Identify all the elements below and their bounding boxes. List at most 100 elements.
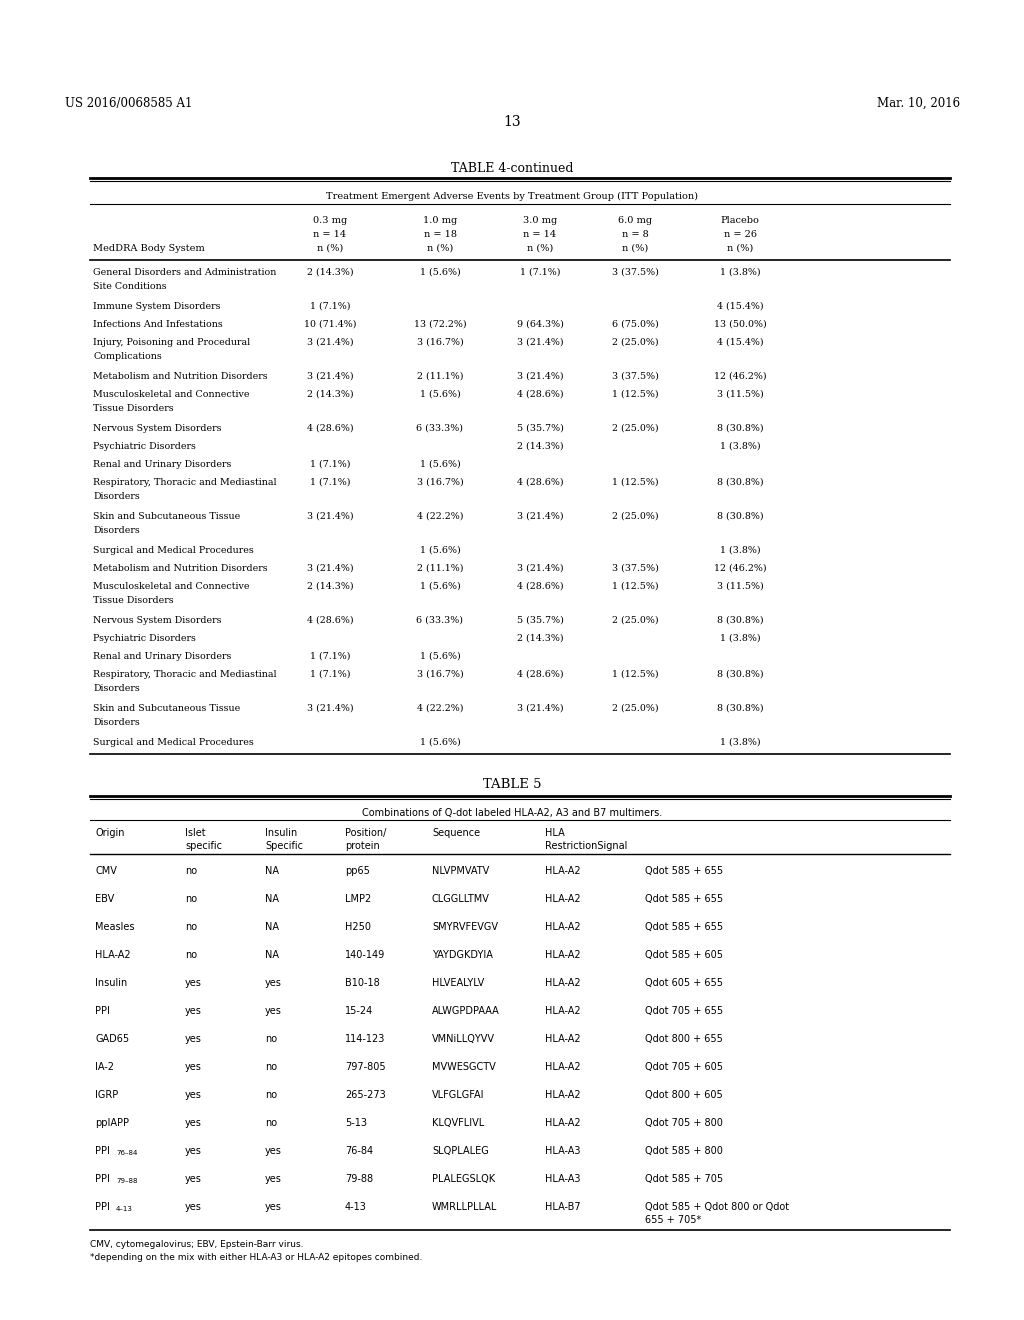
Text: 1 (3.8%): 1 (3.8%) <box>720 268 760 277</box>
Text: PPI: PPI <box>95 1146 110 1156</box>
Text: 797-805: 797-805 <box>345 1063 386 1072</box>
Text: 1 (12.5%): 1 (12.5%) <box>611 671 658 678</box>
Text: 8 (30.8%): 8 (30.8%) <box>717 671 763 678</box>
Text: Surgical and Medical Procedures: Surgical and Medical Procedures <box>93 738 254 747</box>
Text: yes: yes <box>265 1173 282 1184</box>
Text: HLA-A2: HLA-A2 <box>545 921 581 932</box>
Text: 655 + 705*: 655 + 705* <box>645 1214 701 1225</box>
Text: 1 (12.5%): 1 (12.5%) <box>611 582 658 591</box>
Text: 1 (7.1%): 1 (7.1%) <box>309 302 350 312</box>
Text: 3 (11.5%): 3 (11.5%) <box>717 389 763 399</box>
Text: yes: yes <box>185 978 202 987</box>
Text: 8 (30.8%): 8 (30.8%) <box>717 478 763 487</box>
Text: 15-24: 15-24 <box>345 1006 374 1016</box>
Text: Sequence: Sequence <box>432 828 480 838</box>
Text: 3 (37.5%): 3 (37.5%) <box>611 268 658 277</box>
Text: LMP2: LMP2 <box>345 894 372 904</box>
Text: 3 (21.4%): 3 (21.4%) <box>517 564 563 573</box>
Text: CLGGLLTMV: CLGGLLTMV <box>432 894 489 904</box>
Text: EBV: EBV <box>95 894 115 904</box>
Text: yes: yes <box>265 1146 282 1156</box>
Text: H250: H250 <box>345 921 371 932</box>
Text: 8 (30.8%): 8 (30.8%) <box>717 616 763 624</box>
Text: 4 (15.4%): 4 (15.4%) <box>717 338 763 347</box>
Text: 79-88: 79-88 <box>345 1173 373 1184</box>
Text: yes: yes <box>185 1063 202 1072</box>
Text: HLA-A2: HLA-A2 <box>95 950 131 960</box>
Text: 3 (37.5%): 3 (37.5%) <box>611 372 658 381</box>
Text: yes: yes <box>265 1203 282 1212</box>
Text: HLA-A2: HLA-A2 <box>545 950 581 960</box>
Text: 265-273: 265-273 <box>345 1090 386 1100</box>
Text: n = 26: n = 26 <box>724 230 757 239</box>
Text: 3 (21.4%): 3 (21.4%) <box>517 338 563 347</box>
Text: Qdot 800 + 655: Qdot 800 + 655 <box>645 1034 723 1044</box>
Text: 76–84: 76–84 <box>116 1150 137 1156</box>
Text: Musculoskeletal and Connective: Musculoskeletal and Connective <box>93 582 250 591</box>
Text: 2 (25.0%): 2 (25.0%) <box>611 616 658 624</box>
Text: Disorders: Disorders <box>93 525 139 535</box>
Text: Qdot 705 + 655: Qdot 705 + 655 <box>645 1006 723 1016</box>
Text: TABLE 5: TABLE 5 <box>482 777 542 791</box>
Text: Qdot 585 + 655: Qdot 585 + 655 <box>645 866 723 876</box>
Text: 1 (7.1%): 1 (7.1%) <box>309 652 350 661</box>
Text: Complications: Complications <box>93 352 162 360</box>
Text: 3 (21.4%): 3 (21.4%) <box>306 704 353 713</box>
Text: 1 (5.6%): 1 (5.6%) <box>420 546 461 554</box>
Text: 76-84: 76-84 <box>345 1146 373 1156</box>
Text: 1 (7.1%): 1 (7.1%) <box>520 268 560 277</box>
Text: Respiratory, Thoracic and Mediastinal: Respiratory, Thoracic and Mediastinal <box>93 478 276 487</box>
Text: KLQVFLIVL: KLQVFLIVL <box>432 1118 484 1129</box>
Text: CMV, cytomegalovirus; EBV, Epstein-Barr virus.: CMV, cytomegalovirus; EBV, Epstein-Barr … <box>90 1239 303 1249</box>
Text: 3 (21.4%): 3 (21.4%) <box>306 512 353 521</box>
Text: Mar. 10, 2016: Mar. 10, 2016 <box>877 96 961 110</box>
Text: 2 (14.3%): 2 (14.3%) <box>517 634 563 643</box>
Text: no: no <box>265 1063 278 1072</box>
Text: Skin and Subcutaneous Tissue: Skin and Subcutaneous Tissue <box>93 704 241 713</box>
Text: HLVEALYLV: HLVEALYLV <box>432 978 484 987</box>
Text: no: no <box>265 1034 278 1044</box>
Text: 1 (7.1%): 1 (7.1%) <box>309 671 350 678</box>
Text: 13 (50.0%): 13 (50.0%) <box>714 319 766 329</box>
Text: yes: yes <box>185 1146 202 1156</box>
Text: 1 (5.6%): 1 (5.6%) <box>420 268 461 277</box>
Text: SLQPLALEG: SLQPLALEG <box>432 1146 488 1156</box>
Text: Islet: Islet <box>185 828 206 838</box>
Text: 4 (28.6%): 4 (28.6%) <box>306 424 353 433</box>
Text: 3 (16.7%): 3 (16.7%) <box>417 671 464 678</box>
Text: yes: yes <box>265 1006 282 1016</box>
Text: 5-13: 5-13 <box>345 1118 367 1129</box>
Text: n (%): n (%) <box>527 244 553 253</box>
Text: 2 (25.0%): 2 (25.0%) <box>611 338 658 347</box>
Text: 2 (11.1%): 2 (11.1%) <box>417 564 463 573</box>
Text: Psychiatric Disorders: Psychiatric Disorders <box>93 634 196 643</box>
Text: yes: yes <box>185 1203 202 1212</box>
Text: Qdot 585 + 705: Qdot 585 + 705 <box>645 1173 723 1184</box>
Text: HLA-A2: HLA-A2 <box>545 978 581 987</box>
Text: 140-149: 140-149 <box>345 950 385 960</box>
Text: MVWESGCTV: MVWESGCTV <box>432 1063 496 1072</box>
Text: HLA-A2: HLA-A2 <box>545 866 581 876</box>
Text: Metabolism and Nutrition Disorders: Metabolism and Nutrition Disorders <box>93 564 267 573</box>
Text: yes: yes <box>185 1173 202 1184</box>
Text: n (%): n (%) <box>316 244 343 253</box>
Text: 3 (21.4%): 3 (21.4%) <box>517 512 563 521</box>
Text: 1 (12.5%): 1 (12.5%) <box>611 478 658 487</box>
Text: IA-2: IA-2 <box>95 1063 114 1072</box>
Text: MedDRA Body System: MedDRA Body System <box>93 244 205 253</box>
Text: Disorders: Disorders <box>93 718 139 727</box>
Text: Position/: Position/ <box>345 828 386 838</box>
Text: Tissue Disorders: Tissue Disorders <box>93 597 174 605</box>
Text: GAD65: GAD65 <box>95 1034 129 1044</box>
Text: Qdot 585 + 655: Qdot 585 + 655 <box>645 894 723 904</box>
Text: YAYDGKDYIA: YAYDGKDYIA <box>432 950 493 960</box>
Text: 1 (5.6%): 1 (5.6%) <box>420 738 461 747</box>
Text: 2 (25.0%): 2 (25.0%) <box>611 512 658 521</box>
Text: 13 (72.2%): 13 (72.2%) <box>414 319 466 329</box>
Text: 12 (46.2%): 12 (46.2%) <box>714 372 766 381</box>
Text: 5 (35.7%): 5 (35.7%) <box>516 616 563 624</box>
Text: Qdot 705 + 800: Qdot 705 + 800 <box>645 1118 723 1129</box>
Text: yes: yes <box>185 1034 202 1044</box>
Text: 1.0 mg: 1.0 mg <box>423 216 457 224</box>
Text: Metabolism and Nutrition Disorders: Metabolism and Nutrition Disorders <box>93 372 267 381</box>
